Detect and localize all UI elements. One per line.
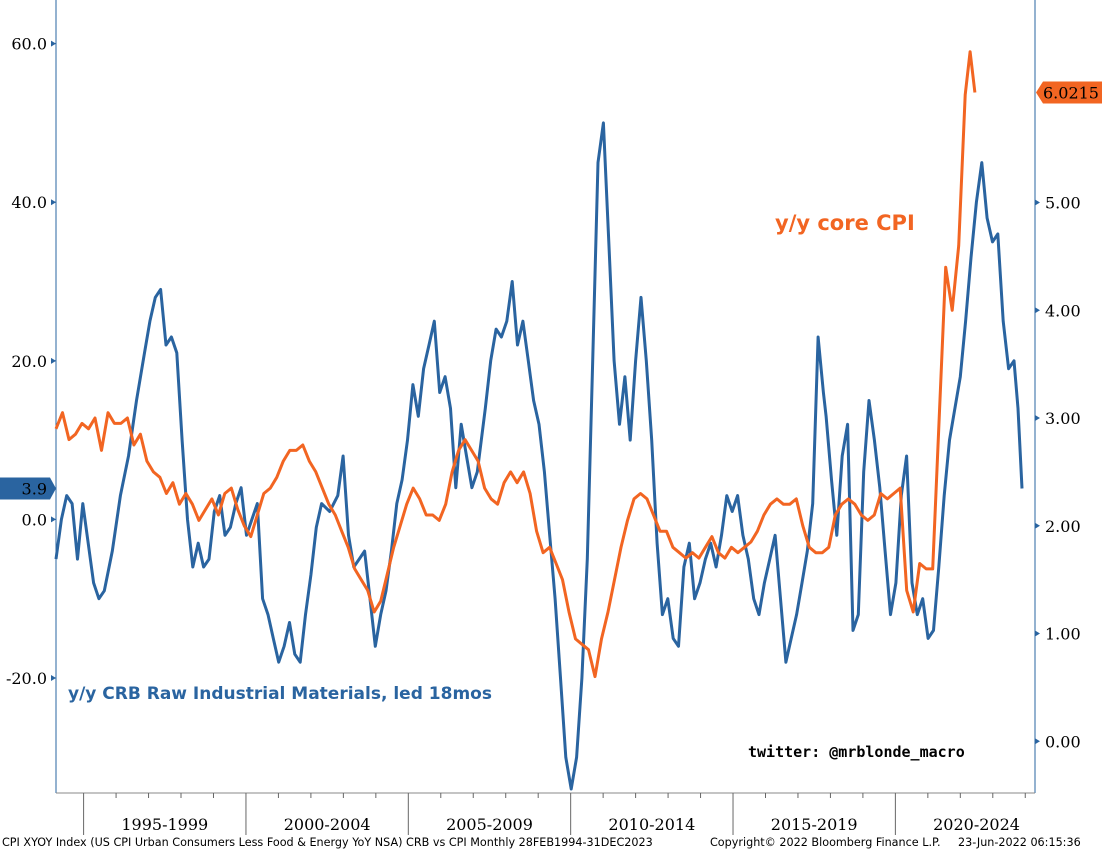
crb-last-value-label: 3.9 xyxy=(22,479,47,498)
footer-source: CPI XYOY Index (US CPI Urban Consumers L… xyxy=(2,836,653,849)
right-tick-arrow xyxy=(1035,522,1040,529)
left-tick-arrow xyxy=(51,199,56,206)
left-tick-arrow xyxy=(51,357,56,364)
cpi-last-value-tag xyxy=(1036,81,1102,104)
cpi-line xyxy=(54,50,977,679)
period-label: 1995-1999 xyxy=(121,815,208,834)
left-tick-label: 20.0 xyxy=(11,352,47,371)
left-tick-label: 60.0 xyxy=(11,35,47,54)
crb-line xyxy=(54,121,1024,791)
cpi-annotation: y/y core CPI xyxy=(775,211,915,235)
right-tick-label: 2.00 xyxy=(1045,517,1081,536)
period-label: 2000-2004 xyxy=(284,815,371,834)
left-tick-label: 40.0 xyxy=(11,193,47,212)
right-tick-arrow xyxy=(1035,307,1040,314)
right-tick-arrow xyxy=(1035,199,1040,206)
footer-copyright: Copyright© 2022 Bloomberg Finance L.P. xyxy=(710,836,941,849)
right-tick-arrow xyxy=(1035,738,1040,745)
twitter-annotation: twitter: @mrblonde_macro xyxy=(748,743,965,761)
series-layer xyxy=(54,50,1024,791)
right-tick-label: 5.00 xyxy=(1045,194,1081,213)
left-tick-arrow xyxy=(51,516,56,523)
period-label: 2005-2009 xyxy=(446,815,533,834)
right-tick-label: 4.00 xyxy=(1045,301,1081,320)
right-tick-arrow xyxy=(1035,415,1040,422)
period-label: 2015-2019 xyxy=(771,815,858,834)
footer-timestamp: 23-Jun-2022 06:15:36 xyxy=(958,836,1081,849)
right-tick-arrow xyxy=(1035,630,1040,637)
period-label: 2010-2014 xyxy=(608,815,695,834)
right-axis-ticks: 0.00 1.00 2.00 3.00 4.00 5.00 xyxy=(1035,194,1081,751)
right-tick-label: 0.00 xyxy=(1045,732,1081,751)
left-axis-ticks: -20.0 0.0 20.0 40.0 60.0 xyxy=(6,35,56,688)
period-label: 2020-2024 xyxy=(933,815,1020,834)
footer: CPI XYOY Index (US CPI Urban Consumers L… xyxy=(2,836,1101,852)
bottom-axis-ticks: 1995-1999 2000-2004 2005-2009 2010-2014 2015… xyxy=(83,793,1026,835)
crb-annotation: y/y CRB Raw Industrial Materials, led 18… xyxy=(68,684,492,704)
left-tick-arrow xyxy=(51,675,56,682)
left-tick-arrow xyxy=(51,40,56,47)
left-tick-label: 0.0 xyxy=(22,510,47,529)
cpi-last-value-label: 6.0215 xyxy=(1043,83,1099,102)
right-tick-label: 1.00 xyxy=(1045,625,1081,644)
crb-last-value-tag xyxy=(0,477,56,500)
value-tags: 6.0215 3.9 xyxy=(0,81,1102,500)
right-tick-label: 3.00 xyxy=(1045,409,1081,428)
left-tick-label: -20.0 xyxy=(6,669,47,688)
